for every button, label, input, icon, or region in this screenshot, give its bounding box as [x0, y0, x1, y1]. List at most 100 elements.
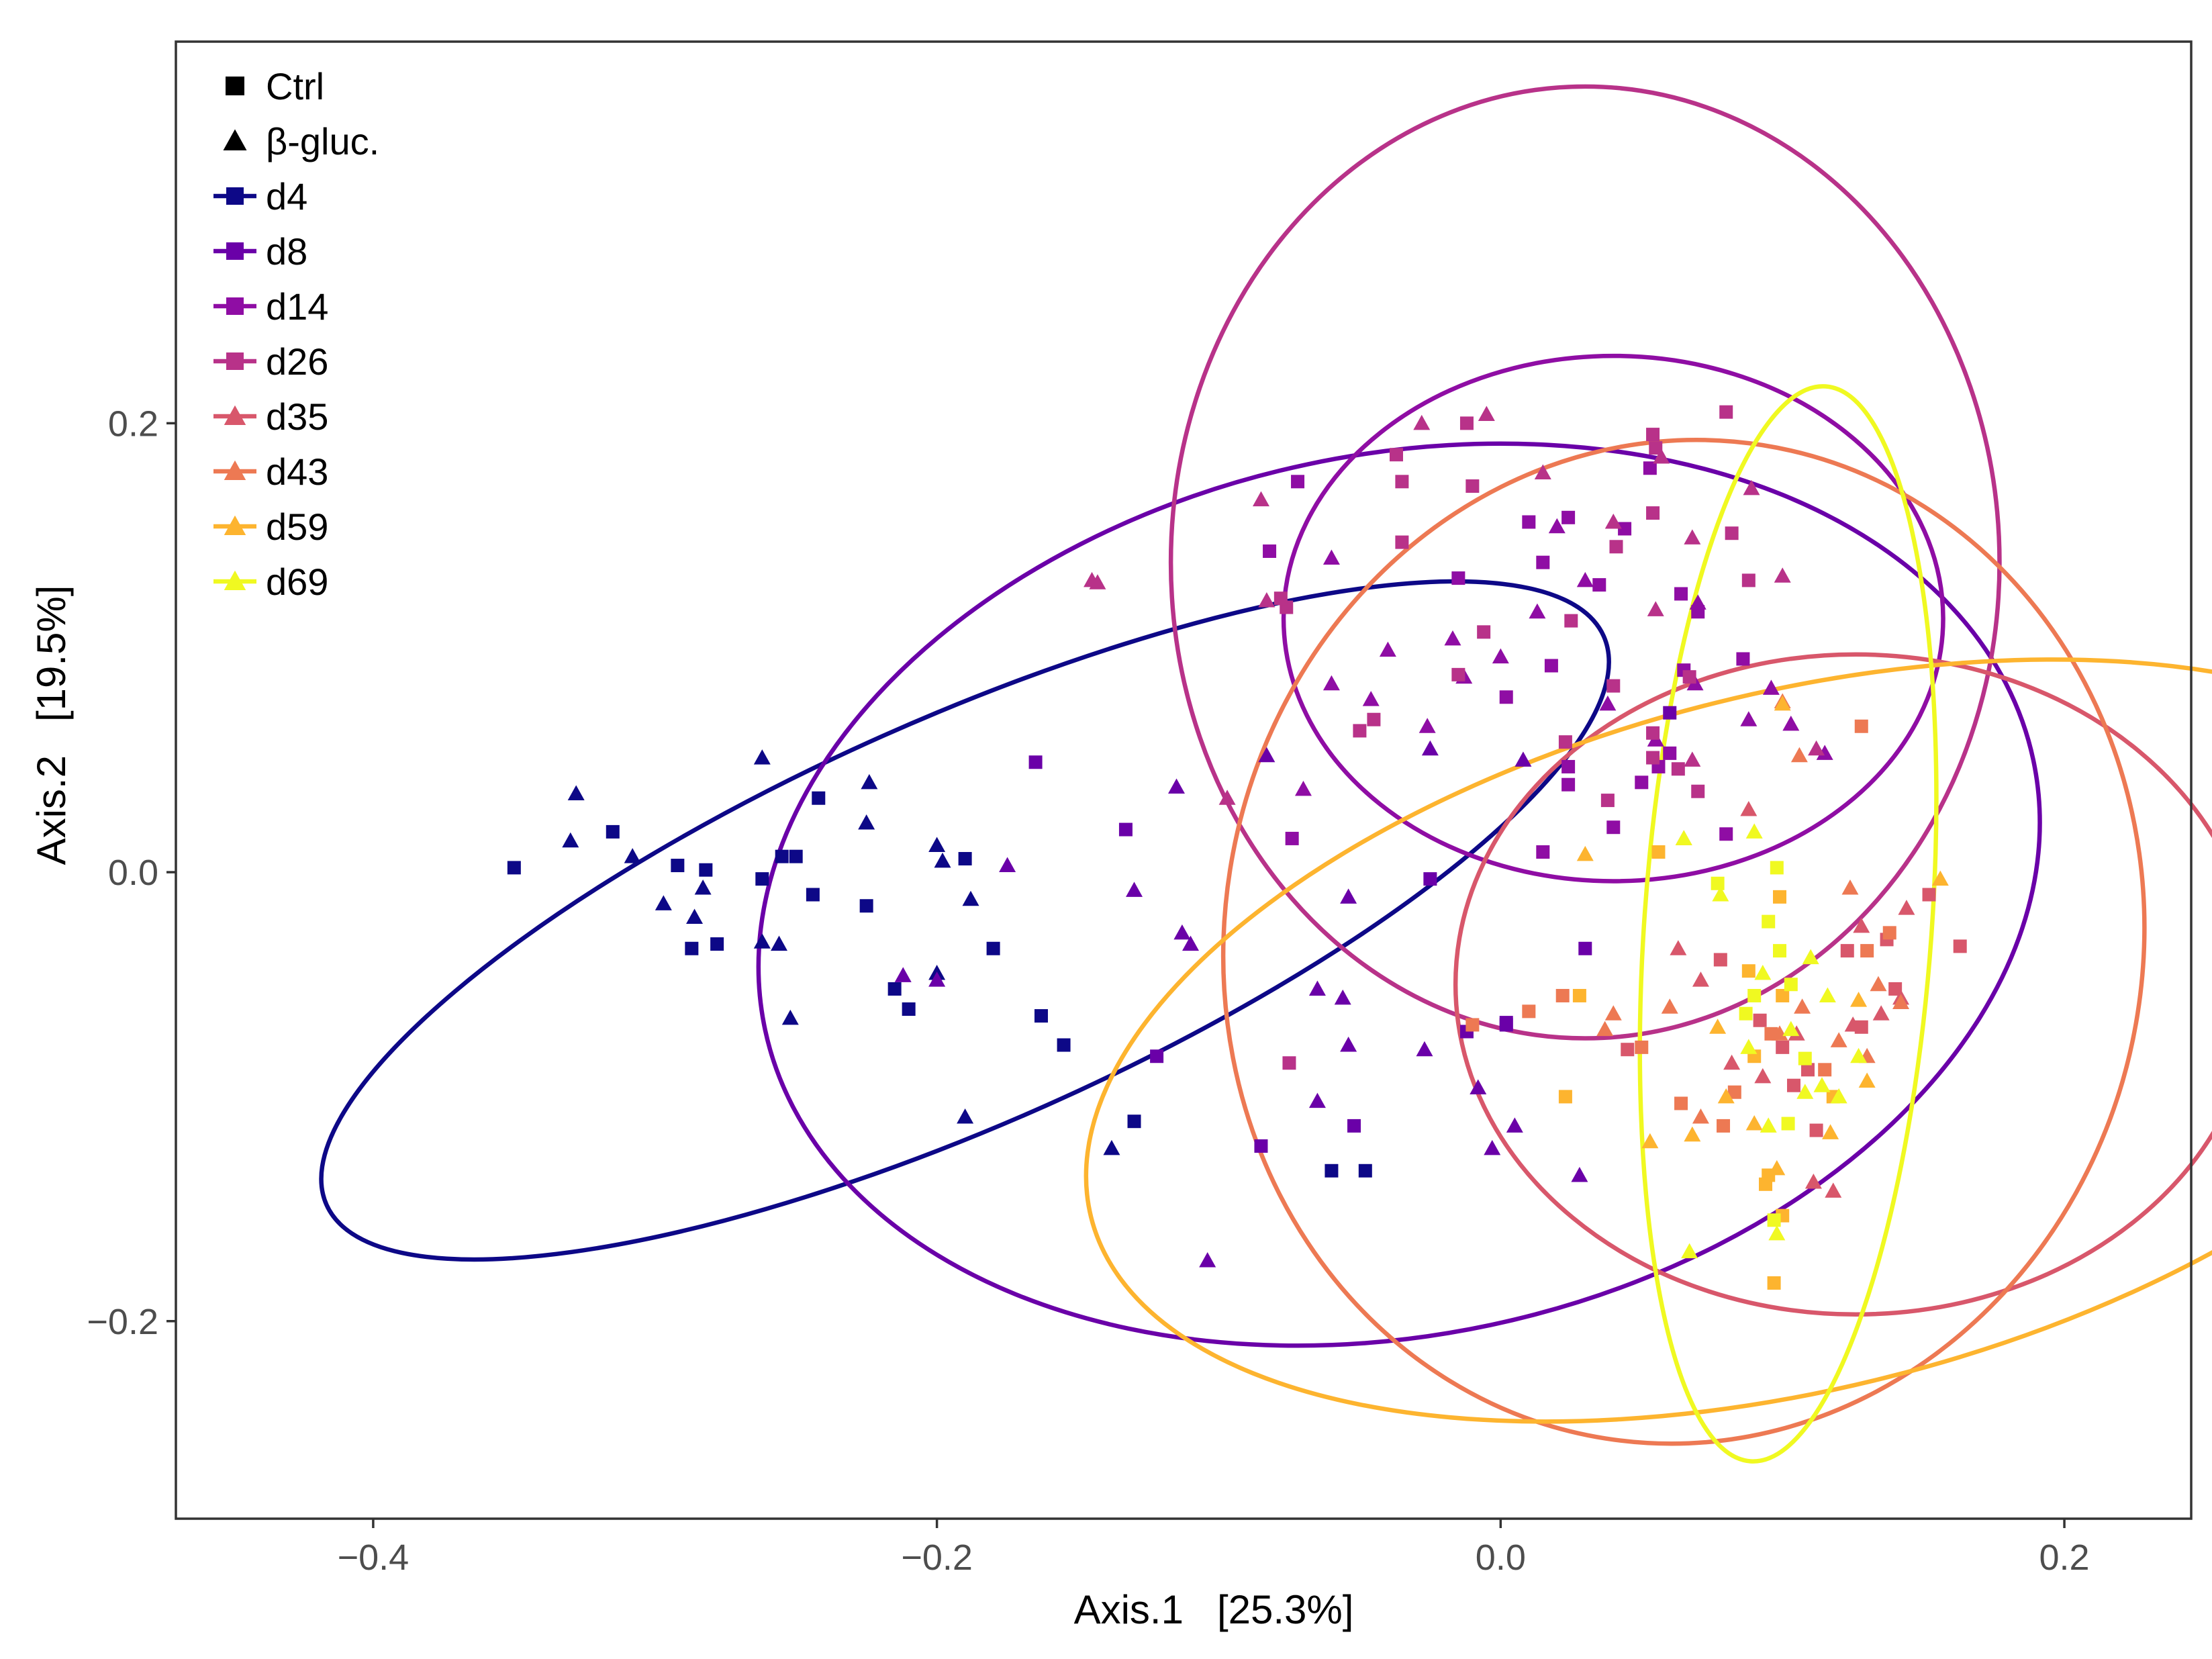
legend-marker-d14 [226, 297, 244, 315]
point-d4 [1057, 1038, 1071, 1052]
point-d69 [1850, 1047, 1868, 1063]
point-d14 [1782, 715, 1800, 731]
point-d43 [1661, 998, 1678, 1014]
point-d26 [1609, 540, 1623, 554]
point-d8 [1421, 740, 1439, 756]
point-d26 [1646, 751, 1660, 765]
point-d4 [710, 937, 724, 951]
point-d69 [1739, 1006, 1753, 1021]
y-tick-label: 0.0 [108, 853, 158, 893]
point-d4 [694, 879, 712, 895]
point-d26 [1252, 491, 1269, 507]
point-d35 [1692, 971, 1709, 987]
point-d14 [1323, 675, 1340, 691]
legend-label: Ctrl [266, 65, 324, 107]
point-d35 [1853, 917, 1870, 933]
point-d4 [986, 941, 1000, 955]
point-d14 [1592, 578, 1606, 592]
point-d59 [1858, 1072, 1876, 1088]
point-d26 [1671, 762, 1685, 776]
x-axis: −0.4 −0.2 0.0 0.2 [338, 1519, 2090, 1578]
point-d4 [1325, 1164, 1339, 1178]
point-d14 [1561, 510, 1576, 524]
point-d43 [1841, 879, 1859, 895]
point-d43 [1465, 1018, 1480, 1032]
point-d43 [1892, 994, 1910, 1010]
point-d4 [1358, 1164, 1372, 1178]
point-d14 [1618, 522, 1632, 536]
ellipse-layer [319, 84, 2212, 1464]
x-tick-label: −0.4 [338, 1537, 410, 1578]
legend-marker-d69 [224, 570, 246, 590]
x-axis-title: Axis.1 [25.3%] [1074, 1587, 1354, 1632]
point-d4 [775, 849, 789, 863]
point-d35 [1922, 888, 1936, 902]
y-axis: −0.2 0.0 0.2 [87, 404, 176, 1342]
point-d4 [806, 888, 820, 902]
point-d69 [1796, 1084, 1814, 1099]
point-d59 [1717, 1088, 1735, 1104]
point-d8 [1663, 706, 1677, 720]
legend-label-d14: d14 [266, 285, 328, 328]
point-d26 [1564, 614, 1578, 628]
point-d26 [1218, 790, 1236, 805]
point-d26 [1682, 670, 1696, 684]
point-d4 [902, 1002, 916, 1016]
point-d43 [1674, 1096, 1688, 1110]
point-d14 [1606, 820, 1621, 835]
ellipse-d43 [1220, 438, 2147, 1446]
point-d14 [1444, 630, 1461, 646]
point-d14 [1294, 780, 1312, 796]
point-d35 [1953, 939, 1967, 953]
point-d59 [1773, 890, 1787, 904]
point-d8 [1340, 888, 1357, 904]
point-d26 [1774, 567, 1791, 583]
point-d14 [1323, 549, 1340, 565]
point-d69 [1681, 1243, 1698, 1259]
legend-marker-d4 [226, 187, 244, 205]
ellipse-d8 [756, 441, 2042, 1348]
point-d26 [1741, 573, 1756, 587]
point-d69 [1762, 914, 1776, 929]
point-d59 [1776, 988, 1790, 1002]
point-d43 [1727, 1085, 1741, 1099]
point-d35 [1753, 1013, 1767, 1027]
legend-label-d8: d8 [266, 230, 307, 273]
point-d43 [1692, 1108, 1709, 1124]
point-d35 [1825, 1182, 1842, 1198]
point-d4 [789, 849, 803, 863]
point-d69 [1754, 965, 1772, 980]
point-d8 [1334, 989, 1351, 1005]
point-d59 [1741, 964, 1756, 978]
point-d69 [1675, 830, 1692, 845]
point-d8 [1506, 1117, 1523, 1133]
legend-marker-d26 [226, 352, 244, 370]
point-d69 [1768, 1225, 1786, 1241]
point-d26 [1258, 592, 1276, 608]
point-d14 [1740, 711, 1758, 726]
ellipse-d35 [1453, 652, 2212, 1317]
point-d69 [1798, 1051, 1812, 1065]
point-d26 [1282, 1056, 1296, 1070]
point-d4 [753, 749, 771, 765]
point-d4 [858, 814, 875, 830]
point-d14 [1522, 515, 1536, 529]
point-d26 [1743, 479, 1760, 495]
point-d59 [1572, 988, 1586, 1002]
point-d43 [1596, 1021, 1614, 1037]
point-d43 [1555, 988, 1570, 1002]
point-d8 [1578, 941, 1592, 955]
point-d43 [1604, 1005, 1622, 1021]
point-d69 [1740, 1039, 1758, 1054]
point-d14 [1362, 691, 1380, 706]
point-d69 [1770, 861, 1784, 875]
point-d14 [1674, 587, 1688, 601]
point-d26 [1725, 526, 1739, 540]
point-d59 [1709, 1018, 1727, 1034]
point-d8 [1571, 1166, 1588, 1182]
point-d4 [928, 837, 946, 852]
point-d35 [1670, 940, 1687, 955]
point-d69 [1747, 988, 1762, 1002]
point-d4 [934, 852, 951, 868]
